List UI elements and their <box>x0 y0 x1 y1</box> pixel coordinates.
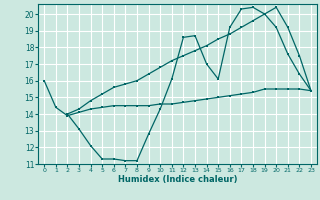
X-axis label: Humidex (Indice chaleur): Humidex (Indice chaleur) <box>118 175 237 184</box>
